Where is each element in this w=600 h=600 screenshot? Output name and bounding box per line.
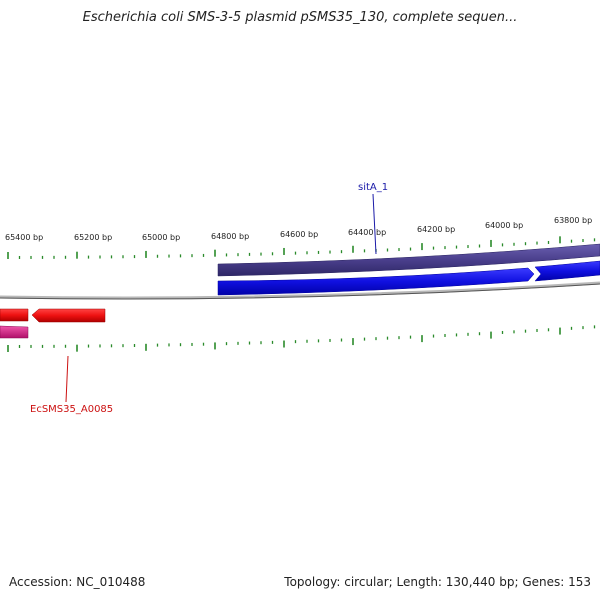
- accession-text: Accession: NC_010488: [9, 575, 146, 589]
- inner-tick-ring: [7, 325, 596, 352]
- cds-reverse-left[interactable]: [0, 308, 29, 322]
- tick-label: 63800 bp: [554, 216, 592, 225]
- tick-label: 64200 bp: [417, 225, 455, 234]
- backbone-outer: [0, 281, 600, 300]
- feature-pink[interactable]: [0, 325, 29, 339]
- cds-reverse-EcSMS35_A0085[interactable]: [31, 308, 106, 323]
- tick-label: 65400 bp: [5, 233, 43, 242]
- map-title: Escherichia coli SMS-3-5 plasmid pSMS35_…: [82, 10, 518, 25]
- topology-summary: Topology: circular; Length: 130,440 bp; …: [284, 575, 591, 589]
- ruler-labels: 65400 bp 65200 bp 65000 bp 64800 bp 6460…: [5, 216, 592, 242]
- tick-label: 64000 bp: [485, 221, 523, 230]
- label-leader-EcSMS35: [65, 355, 69, 403]
- feature-band-top[interactable]: [217, 243, 600, 277]
- cds-forward-sitA[interactable]: [217, 267, 535, 296]
- tick-label: 64800 bp: [211, 232, 249, 241]
- tick-label: 64600 bp: [280, 230, 318, 239]
- tick-label: 65000 bp: [142, 233, 180, 242]
- tick-label: 65200 bp: [74, 233, 112, 242]
- tick-label: 64400 bp: [348, 228, 386, 237]
- gene-label-sitA[interactable]: sitA_1: [358, 182, 388, 193]
- cds-forward-next[interactable]: [534, 260, 600, 282]
- gene-label-EcSMS35_A0085[interactable]: EcSMS35_A0085: [30, 404, 113, 415]
- label-leader-sitA: [372, 193, 377, 255]
- outer-tick-ring: [7, 236, 596, 259]
- backbone-inner: [0, 283, 600, 300]
